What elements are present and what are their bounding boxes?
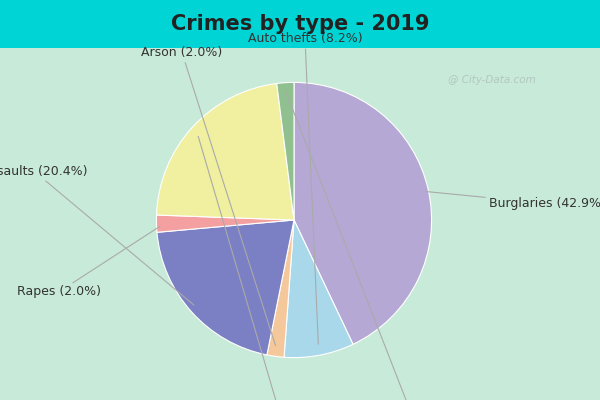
Text: Arson (2.0%): Arson (2.0%)	[141, 46, 275, 346]
Text: Auto thefts (8.2%): Auto thefts (8.2%)	[248, 32, 362, 344]
Text: Crimes by type - 2019: Crimes by type - 2019	[171, 14, 429, 34]
Wedge shape	[267, 220, 294, 357]
Wedge shape	[157, 220, 294, 355]
Wedge shape	[294, 82, 431, 344]
Wedge shape	[157, 84, 294, 220]
Text: @ City-Data.com: @ City-Data.com	[448, 75, 536, 85]
Text: Assaults (20.4%): Assaults (20.4%)	[0, 165, 194, 305]
Text: Rapes (2.0%): Rapes (2.0%)	[17, 226, 160, 298]
Text: Burglaries (42.9%): Burglaries (42.9%)	[425, 192, 600, 210]
Text: Thefts (22.4%): Thefts (22.4%)	[198, 136, 326, 400]
Wedge shape	[284, 220, 353, 358]
Wedge shape	[157, 215, 294, 232]
Wedge shape	[277, 82, 294, 220]
Text: Murders (2.0%): Murders (2.0%)	[286, 94, 459, 400]
